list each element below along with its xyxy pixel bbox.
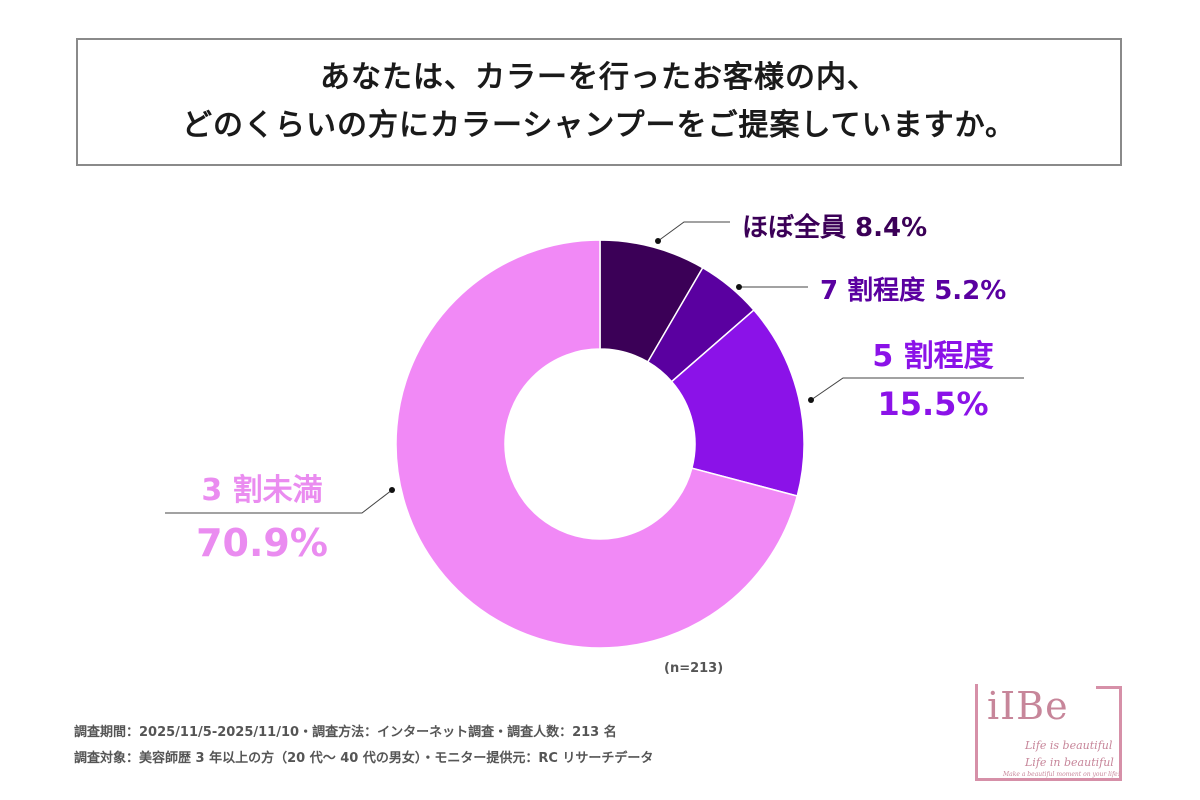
footer-note-survey: 調査期間：2025/11/5-2025/11/10・調査方法：インターネット調査…	[74, 725, 617, 740]
leader-dot-3	[808, 397, 814, 403]
leader-dot-2	[736, 284, 742, 290]
chart-title-line-1: あなたは、カラーを行ったお客様の内、	[320, 60, 878, 95]
logo-tagline-1: Life is beautiful	[1025, 739, 1113, 752]
logo-frame-bottom	[975, 778, 1122, 781]
leader-dot-4	[389, 487, 395, 493]
slice-value-4: 70.9%	[196, 521, 328, 565]
slice-value-3: 15.5%	[877, 385, 988, 423]
title-box: あなたは、カラーを行ったお客様の内、 どのくらいの方にカラーシャンプーをご提案し…	[76, 38, 1122, 166]
logo-frame-top	[1096, 686, 1122, 689]
donut-slice-4	[395, 239, 799, 649]
donut-slice-3	[670, 308, 805, 497]
logo-wordmark: iIBe	[987, 684, 1069, 728]
slice-category-4: 3 割未満	[201, 473, 322, 508]
logo-tagline-2: Life in beautiful	[1025, 756, 1114, 769]
slice-label-2: 7 割程度 5.2%	[820, 275, 1006, 306]
leader-line-4	[165, 489, 393, 514]
leader-line-3	[810, 377, 1024, 401]
leader-line-1	[657, 221, 730, 242]
footer-note-target: 調査対象：美容師歴 3 年以上の方（20 代～ 40 代の男女）・モニター提供元…	[74, 751, 654, 766]
sample-size-label: (n=213)	[664, 661, 724, 676]
slice-label-1: ほぼ全員 8.4%	[742, 212, 927, 243]
logo-small-text: Make a beautiful moment on your life!	[1003, 771, 1121, 778]
logo-frame-right	[1119, 686, 1122, 780]
slice-category-3: 5 割程度	[872, 339, 993, 374]
chart-title-line-2: どのくらいの方にカラーシャンプーをご提案していますか。	[182, 108, 1016, 143]
logo-frame-left	[975, 684, 978, 780]
leader-dot-1	[655, 238, 661, 244]
brand-logo: iIBe Life is beautiful Life in beautiful…	[975, 684, 1125, 784]
